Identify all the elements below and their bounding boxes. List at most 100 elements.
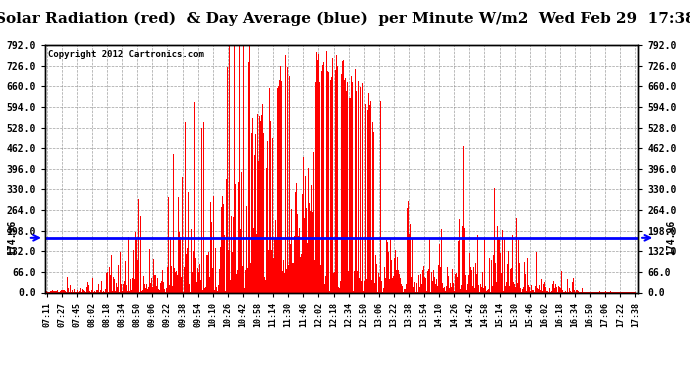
- Bar: [295, 192, 297, 292]
- Bar: [363, 291, 364, 292]
- Bar: [565, 291, 566, 292]
- Bar: [510, 269, 511, 292]
- Bar: [592, 291, 593, 292]
- Bar: [192, 272, 193, 292]
- Bar: [500, 253, 502, 292]
- Bar: [448, 288, 450, 292]
- Bar: [244, 288, 245, 292]
- Bar: [455, 274, 456, 292]
- Bar: [605, 291, 606, 292]
- Bar: [468, 274, 469, 292]
- Bar: [463, 146, 464, 292]
- Bar: [258, 161, 259, 292]
- Bar: [288, 266, 289, 292]
- Bar: [376, 264, 377, 292]
- Text: Solar Radiation (red)  & Day Average (blue)  per Minute W/m2  Wed Feb 29  17:38: Solar Radiation (red) & Day Average (blu…: [0, 12, 690, 26]
- Bar: [109, 267, 110, 292]
- Bar: [202, 290, 204, 292]
- Bar: [351, 76, 352, 292]
- Bar: [318, 54, 319, 292]
- Bar: [461, 285, 462, 292]
- Bar: [404, 288, 406, 292]
- Bar: [196, 282, 197, 292]
- Bar: [504, 240, 505, 292]
- Bar: [292, 262, 293, 292]
- Bar: [447, 267, 448, 292]
- Bar: [433, 270, 434, 292]
- Bar: [338, 287, 339, 292]
- Bar: [164, 289, 165, 292]
- Bar: [341, 75, 342, 292]
- Bar: [174, 268, 175, 292]
- Bar: [426, 291, 427, 292]
- Bar: [388, 279, 390, 292]
- Bar: [191, 229, 192, 292]
- Bar: [83, 290, 84, 292]
- Bar: [287, 67, 288, 292]
- Bar: [224, 235, 225, 292]
- Bar: [336, 55, 337, 292]
- Bar: [567, 279, 568, 292]
- Bar: [349, 98, 350, 292]
- Bar: [473, 267, 474, 292]
- Bar: [286, 268, 287, 292]
- Bar: [105, 289, 106, 292]
- Bar: [271, 250, 272, 292]
- Bar: [199, 64, 201, 292]
- Bar: [380, 101, 381, 292]
- Bar: [103, 291, 104, 292]
- Bar: [195, 258, 196, 292]
- Bar: [381, 281, 382, 292]
- Bar: [518, 240, 520, 292]
- Bar: [282, 271, 283, 292]
- Bar: [255, 134, 256, 292]
- Bar: [346, 92, 347, 292]
- Bar: [161, 281, 162, 292]
- Bar: [370, 101, 371, 292]
- Bar: [136, 238, 137, 292]
- Bar: [523, 287, 524, 292]
- Bar: [348, 271, 349, 292]
- Bar: [570, 291, 571, 292]
- Bar: [124, 281, 126, 292]
- Bar: [186, 254, 187, 292]
- Bar: [475, 263, 476, 292]
- Bar: [364, 281, 365, 292]
- Bar: [355, 91, 357, 292]
- Bar: [428, 268, 429, 292]
- Bar: [308, 202, 310, 292]
- Bar: [146, 284, 147, 292]
- Text: 174.96: 174.96: [7, 220, 17, 255]
- Bar: [126, 285, 127, 292]
- Bar: [359, 278, 360, 292]
- Bar: [546, 291, 547, 292]
- Bar: [279, 80, 280, 292]
- Bar: [400, 278, 401, 292]
- Bar: [127, 291, 128, 292]
- Bar: [65, 291, 66, 292]
- Bar: [184, 231, 186, 292]
- Bar: [407, 209, 408, 292]
- Bar: [368, 93, 369, 292]
- Bar: [311, 185, 313, 292]
- Bar: [301, 254, 302, 292]
- Bar: [429, 238, 430, 292]
- Bar: [496, 282, 497, 292]
- Bar: [547, 287, 549, 292]
- Bar: [152, 266, 153, 292]
- Bar: [543, 284, 544, 292]
- Bar: [293, 236, 295, 292]
- Bar: [544, 286, 546, 292]
- Bar: [540, 290, 541, 292]
- Bar: [79, 291, 80, 292]
- Bar: [176, 271, 177, 292]
- Bar: [60, 291, 61, 292]
- Bar: [290, 209, 292, 292]
- Bar: [173, 154, 174, 292]
- Bar: [353, 291, 354, 292]
- Bar: [378, 273, 380, 292]
- Bar: [112, 291, 113, 292]
- Bar: [204, 288, 205, 292]
- Bar: [437, 286, 438, 292]
- Bar: [197, 272, 199, 292]
